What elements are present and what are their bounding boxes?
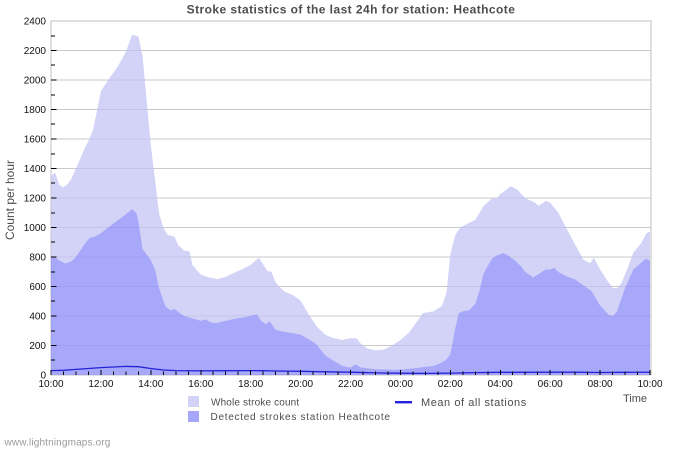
svg-text:Time: Time	[623, 393, 647, 405]
svg-text:Mean of all stations: Mean of all stations	[421, 397, 527, 409]
svg-text:14:00: 14:00	[138, 379, 163, 390]
svg-text:04:00: 04:00	[488, 379, 513, 390]
svg-text:1000: 1000	[24, 223, 47, 234]
svg-text:0: 0	[40, 371, 46, 382]
svg-text:www.lightningmaps.org: www.lightningmaps.org	[4, 438, 111, 449]
svg-text:08:00: 08:00	[588, 379, 613, 390]
svg-text:1600: 1600	[24, 135, 47, 146]
svg-text:18:00: 18:00	[238, 379, 263, 390]
svg-text:800: 800	[29, 253, 46, 264]
svg-text:Detected strokes station Heath: Detected strokes station Heathcote	[211, 412, 391, 423]
svg-text:02:00: 02:00	[438, 379, 463, 390]
svg-text:Count per hour: Count per hour	[3, 160, 17, 240]
svg-text:2200: 2200	[24, 46, 47, 57]
svg-text:2000: 2000	[24, 76, 47, 87]
svg-text:Whole stroke count: Whole stroke count	[211, 398, 299, 409]
svg-text:1400: 1400	[24, 164, 47, 175]
svg-text:600: 600	[29, 282, 46, 293]
svg-text:20:00: 20:00	[288, 379, 313, 390]
svg-text:06:00: 06:00	[538, 379, 563, 390]
svg-text:00:00: 00:00	[388, 379, 413, 390]
svg-text:16:00: 16:00	[188, 379, 213, 390]
svg-text:Stroke statistics of the last: Stroke statistics of the last 24h for st…	[187, 3, 516, 17]
svg-text:2400: 2400	[24, 17, 47, 28]
svg-text:10:00: 10:00	[38, 379, 63, 390]
svg-text:10:00: 10:00	[637, 379, 662, 390]
svg-text:1200: 1200	[24, 194, 47, 205]
svg-text:1800: 1800	[24, 105, 47, 116]
svg-text:200: 200	[29, 341, 46, 352]
svg-text:12:00: 12:00	[88, 379, 113, 390]
svg-text:22:00: 22:00	[338, 379, 363, 390]
svg-text:400: 400	[29, 312, 46, 323]
